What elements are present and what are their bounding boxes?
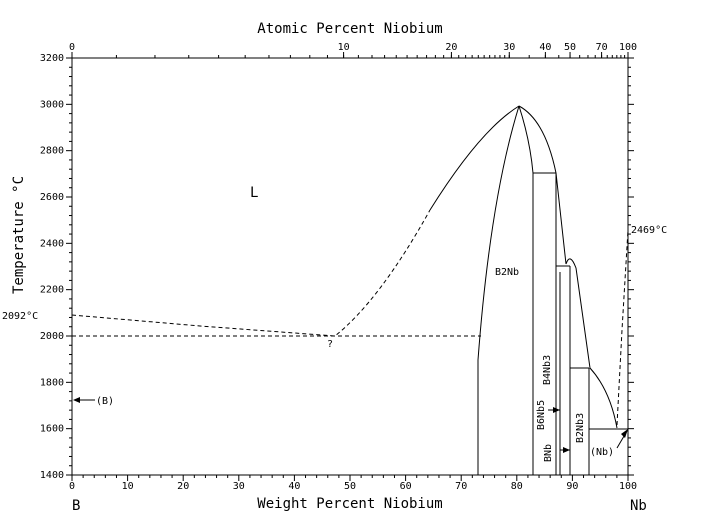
x-axis-title: Weight Percent Niobium bbox=[257, 496, 442, 512]
y-tick-label: 2000 bbox=[40, 331, 64, 342]
liquidus-left-dashed bbox=[71, 209, 431, 337]
label-nb-melting: 2469°C bbox=[631, 225, 667, 236]
top-tick-label: 10 bbox=[338, 42, 350, 53]
x-tick-label: 90 bbox=[566, 481, 578, 492]
x-tick-label: 100 bbox=[619, 481, 637, 492]
label-bnb: BNb bbox=[543, 444, 554, 462]
end-label-nb: Nb bbox=[630, 498, 647, 514]
top-axis-title: Atomic Percent Niobium bbox=[257, 21, 442, 37]
label-b-melting: 2092°C bbox=[2, 311, 38, 322]
top-tick-label: 30 bbox=[503, 42, 515, 53]
top-tick-label: 50 bbox=[564, 42, 576, 53]
liquidus-left bbox=[429, 105, 520, 211]
x-tick-label: 0 bbox=[69, 481, 75, 492]
y-axis-title: Temperature °C bbox=[11, 176, 27, 294]
y-tick-label: 3000 bbox=[40, 99, 64, 110]
label-liquid: L bbox=[250, 185, 258, 201]
label-eutectic-question: ? bbox=[327, 339, 333, 350]
liquidus-right bbox=[518, 105, 618, 429]
arrowheads bbox=[73, 397, 628, 453]
x-tick-label: 10 bbox=[122, 481, 134, 492]
top-tick-label: 20 bbox=[445, 42, 457, 53]
label-b-phase: (B) bbox=[96, 396, 114, 407]
y-tick-label: 1400 bbox=[40, 470, 64, 481]
label-b6nb5: B6Nb5 bbox=[536, 400, 547, 430]
top-tick-label: 70 bbox=[596, 42, 608, 53]
arrowhead bbox=[553, 407, 560, 413]
phase-boundaries bbox=[71, 105, 629, 475]
b2nb-right-boundary bbox=[518, 105, 534, 475]
x-tick-label: 50 bbox=[344, 481, 356, 492]
label-b2nb3: B2Nb3 bbox=[575, 413, 586, 443]
arrowhead bbox=[563, 447, 570, 453]
nb-solidus-dashed bbox=[616, 229, 629, 426]
y-tick-label: 1800 bbox=[40, 377, 64, 388]
top-tick-label: 40 bbox=[539, 42, 551, 53]
top-tick-label: 100 bbox=[619, 42, 637, 53]
x-tick-label: 60 bbox=[400, 481, 412, 492]
x-tick-label: 20 bbox=[177, 481, 189, 492]
label-b4nb3: B4Nb3 bbox=[542, 355, 553, 385]
x-tick-label: 80 bbox=[511, 481, 523, 492]
end-label-b: B bbox=[72, 498, 80, 514]
y-tick-label: 2400 bbox=[40, 238, 64, 249]
top-tick-label: 0 bbox=[69, 42, 75, 53]
y-tick-label: 2200 bbox=[40, 285, 64, 296]
b2nb-left-boundary bbox=[477, 105, 520, 475]
y-tick-label: 1600 bbox=[40, 424, 64, 435]
x-tick-label: 30 bbox=[233, 481, 245, 492]
label-b2nb: B2Nb bbox=[495, 267, 519, 278]
x-tick-label: 70 bbox=[455, 481, 467, 492]
x-tick-label: 40 bbox=[288, 481, 300, 492]
arrowhead bbox=[621, 429, 628, 438]
y-tick-label: 3200 bbox=[40, 53, 64, 64]
axes bbox=[66, 52, 634, 481]
arrowhead bbox=[73, 397, 80, 403]
label-nb-phase: (Nb) bbox=[590, 447, 614, 458]
y-tick-label: 2600 bbox=[40, 192, 64, 203]
y-tick-label: 2800 bbox=[40, 146, 64, 157]
